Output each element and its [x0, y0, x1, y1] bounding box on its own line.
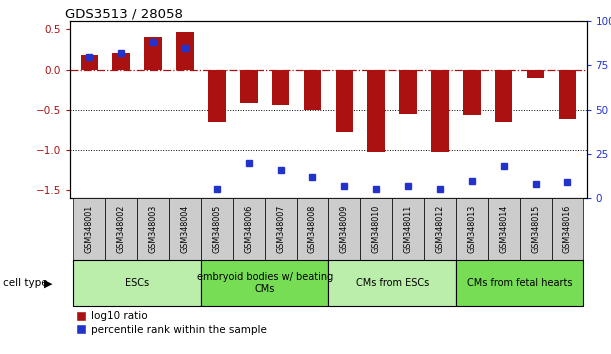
- Text: GSM348010: GSM348010: [371, 205, 381, 253]
- Text: GSM348005: GSM348005: [213, 205, 221, 253]
- Text: GSM348008: GSM348008: [308, 205, 317, 253]
- Text: embryoid bodies w/ beating
CMs: embryoid bodies w/ beating CMs: [197, 272, 333, 294]
- Bar: [558, 69, 576, 119]
- Text: cell type: cell type: [3, 278, 48, 288]
- Text: GDS3513 / 28058: GDS3513 / 28058: [65, 7, 183, 20]
- Text: GSM348006: GSM348006: [244, 205, 253, 253]
- Bar: [456, 260, 584, 306]
- Text: GSM348003: GSM348003: [148, 205, 158, 253]
- Text: GSM348009: GSM348009: [340, 205, 349, 253]
- Bar: [112, 53, 130, 69]
- Bar: [519, 198, 552, 260]
- Text: GSM348011: GSM348011: [404, 205, 412, 253]
- Bar: [240, 69, 257, 103]
- Bar: [208, 69, 225, 122]
- Bar: [329, 198, 360, 260]
- Bar: [456, 198, 488, 260]
- Text: GSM348012: GSM348012: [436, 205, 444, 253]
- Text: GSM348007: GSM348007: [276, 205, 285, 253]
- Bar: [360, 198, 392, 260]
- Bar: [81, 55, 98, 69]
- Text: ▶: ▶: [44, 278, 53, 288]
- Bar: [335, 69, 353, 132]
- Bar: [367, 69, 385, 152]
- Text: GSM348002: GSM348002: [117, 205, 126, 253]
- Bar: [176, 32, 194, 69]
- Text: GSM348014: GSM348014: [499, 205, 508, 253]
- Bar: [201, 260, 329, 306]
- Bar: [424, 198, 456, 260]
- Bar: [527, 69, 544, 78]
- Bar: [73, 198, 105, 260]
- Bar: [137, 198, 169, 260]
- Bar: [265, 198, 296, 260]
- Bar: [304, 69, 321, 110]
- Bar: [105, 198, 137, 260]
- Bar: [329, 260, 456, 306]
- Text: GSM348015: GSM348015: [531, 205, 540, 253]
- Text: GSM348001: GSM348001: [85, 205, 94, 253]
- Text: GSM348013: GSM348013: [467, 205, 477, 253]
- Bar: [296, 198, 329, 260]
- Bar: [201, 198, 233, 260]
- Bar: [233, 198, 265, 260]
- Bar: [488, 198, 519, 260]
- Bar: [431, 69, 448, 152]
- Bar: [552, 198, 584, 260]
- Text: CMs from fetal hearts: CMs from fetal hearts: [467, 278, 573, 288]
- Text: GSM348016: GSM348016: [563, 205, 572, 253]
- Legend: log10 ratio, percentile rank within the sample: log10 ratio, percentile rank within the …: [76, 312, 267, 335]
- Bar: [400, 69, 417, 114]
- Bar: [392, 198, 424, 260]
- Bar: [169, 198, 201, 260]
- Bar: [73, 260, 201, 306]
- Bar: [272, 69, 290, 105]
- Text: ESCs: ESCs: [125, 278, 149, 288]
- Bar: [463, 69, 481, 115]
- Text: CMs from ESCs: CMs from ESCs: [356, 278, 429, 288]
- Bar: [144, 37, 162, 69]
- Bar: [495, 69, 513, 122]
- Text: GSM348004: GSM348004: [180, 205, 189, 253]
